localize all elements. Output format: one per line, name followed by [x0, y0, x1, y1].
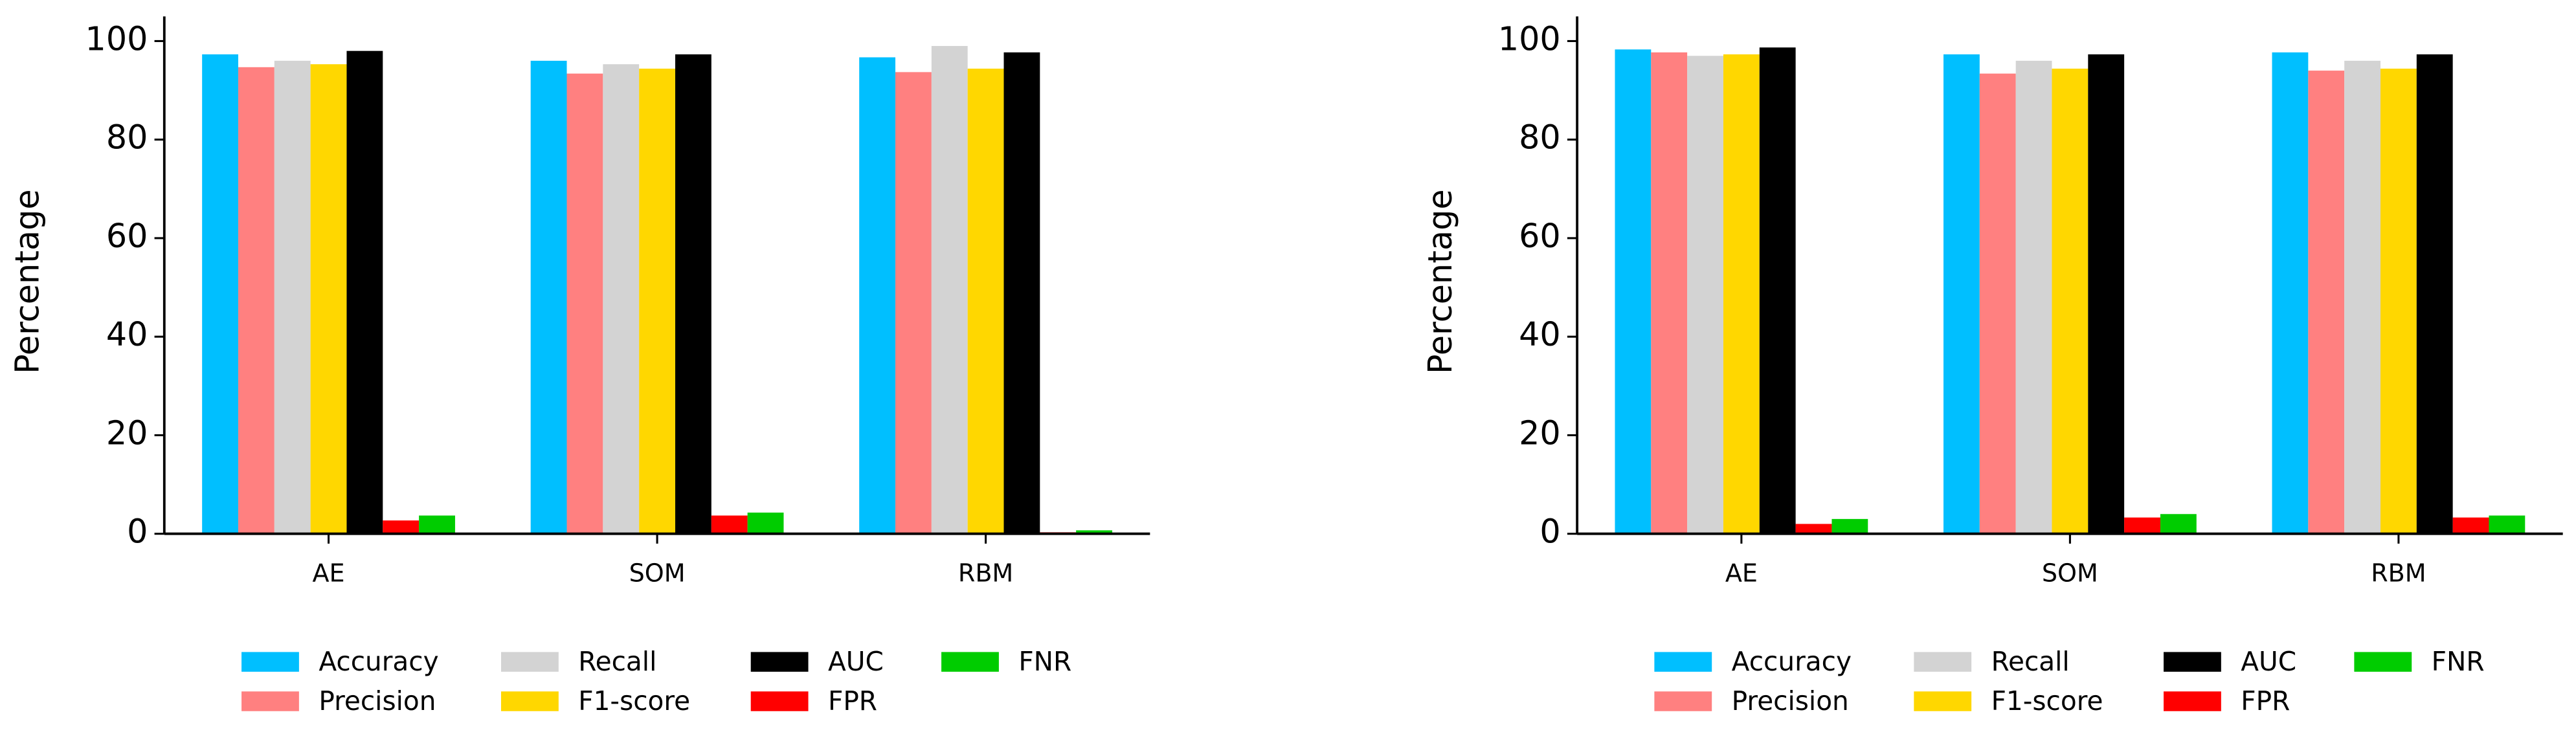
legend-swatch: [1654, 691, 1712, 711]
bar: [675, 54, 711, 534]
bar: [566, 73, 603, 534]
y-tick-label: 100: [1498, 19, 1561, 58]
y-tick-label: 60: [1519, 217, 1561, 255]
y-tick-label: 40: [106, 315, 148, 353]
bar: [419, 515, 455, 534]
bar: [2308, 71, 2345, 534]
bar: [1795, 524, 1832, 534]
bar: [931, 46, 968, 534]
bar: [2416, 54, 2453, 534]
legend-label: Accuracy: [1732, 646, 1852, 677]
y-tick-label: 0: [127, 513, 148, 551]
legend-label: FPR: [2241, 685, 2290, 716]
bar: [1003, 52, 1040, 534]
legend-swatch: [2354, 652, 2412, 672]
bar: [2088, 54, 2125, 534]
bar: [1759, 47, 1796, 534]
legend-label: Accuracy: [319, 646, 438, 677]
bar: [2124, 517, 2160, 534]
bar: [1615, 49, 1652, 534]
bar: [1076, 530, 1112, 534]
legend-swatch: [241, 652, 299, 672]
x-tick-label: AE: [1725, 559, 1758, 588]
x-tick-label: RBM: [2371, 559, 2426, 588]
y-axis-label: Percentage: [8, 189, 47, 374]
legend-label: FNR: [2432, 646, 2485, 677]
bar: [639, 69, 675, 534]
legend-label: FNR: [1018, 646, 1071, 677]
bar: [895, 72, 932, 534]
bar: [2272, 52, 2309, 534]
bar: [2452, 517, 2489, 534]
bar: [1651, 52, 1688, 534]
legend-label: Precision: [319, 685, 436, 716]
legend-label: AUC: [828, 646, 884, 677]
bar: [2489, 515, 2526, 534]
legend-label: Recall: [1991, 646, 2070, 677]
bar: [859, 57, 896, 534]
bar: [383, 520, 420, 534]
bar: [967, 69, 1004, 534]
y-tick-label: 80: [106, 118, 148, 157]
y-axis-label: Percentage: [1421, 189, 1459, 374]
legend-swatch: [941, 652, 999, 672]
y-tick-label: 20: [1519, 414, 1561, 452]
x-tick-label: AE: [313, 559, 345, 588]
y-tick-label: 80: [1519, 118, 1561, 157]
legend-label: Recall: [578, 646, 656, 677]
legend-label: Precision: [1732, 685, 1849, 716]
legend-swatch: [2164, 652, 2221, 672]
bar: [530, 60, 567, 534]
legend-swatch: [1914, 691, 1972, 711]
legend-label: AUC: [2241, 646, 2296, 677]
bar: [2380, 69, 2417, 534]
bar: [1831, 518, 1868, 534]
bar: [310, 64, 347, 534]
legend-label: F1-score: [578, 685, 690, 716]
bar: [1723, 54, 1760, 534]
legend-swatch: [500, 691, 559, 711]
x-tick-label: SOM: [629, 559, 686, 588]
y-tick-label: 20: [106, 414, 148, 452]
bar: [346, 50, 383, 534]
y-tick-label: 40: [1519, 315, 1561, 353]
bar: [603, 64, 640, 534]
bar: [274, 60, 311, 534]
bar: [2052, 69, 2089, 534]
bar: [747, 512, 784, 534]
bar: [2015, 60, 2052, 534]
legend-swatch: [750, 652, 809, 672]
y-tick-label: 60: [106, 217, 148, 255]
legend-swatch: [2164, 691, 2221, 711]
bar: [1687, 56, 1723, 534]
legend-swatch: [750, 691, 809, 711]
bar: [1979, 73, 2016, 534]
bar: [2344, 60, 2380, 534]
y-tick-label: 100: [85, 19, 148, 58]
legend-swatch: [1654, 652, 1712, 672]
bar: [238, 67, 274, 534]
x-tick-label: RBM: [958, 559, 1013, 588]
legend-label: F1-score: [1991, 685, 2103, 716]
bar: [1943, 54, 1980, 534]
legend-swatch: [241, 691, 299, 711]
bar: [2160, 514, 2197, 534]
bar: [711, 515, 748, 534]
legend-swatch: [1914, 652, 1972, 672]
legend-swatch: [500, 652, 559, 672]
y-tick-label: 0: [1540, 513, 1560, 551]
x-tick-label: SOM: [2042, 559, 2098, 588]
legend-label: FPR: [828, 685, 877, 716]
bar: [202, 54, 238, 534]
